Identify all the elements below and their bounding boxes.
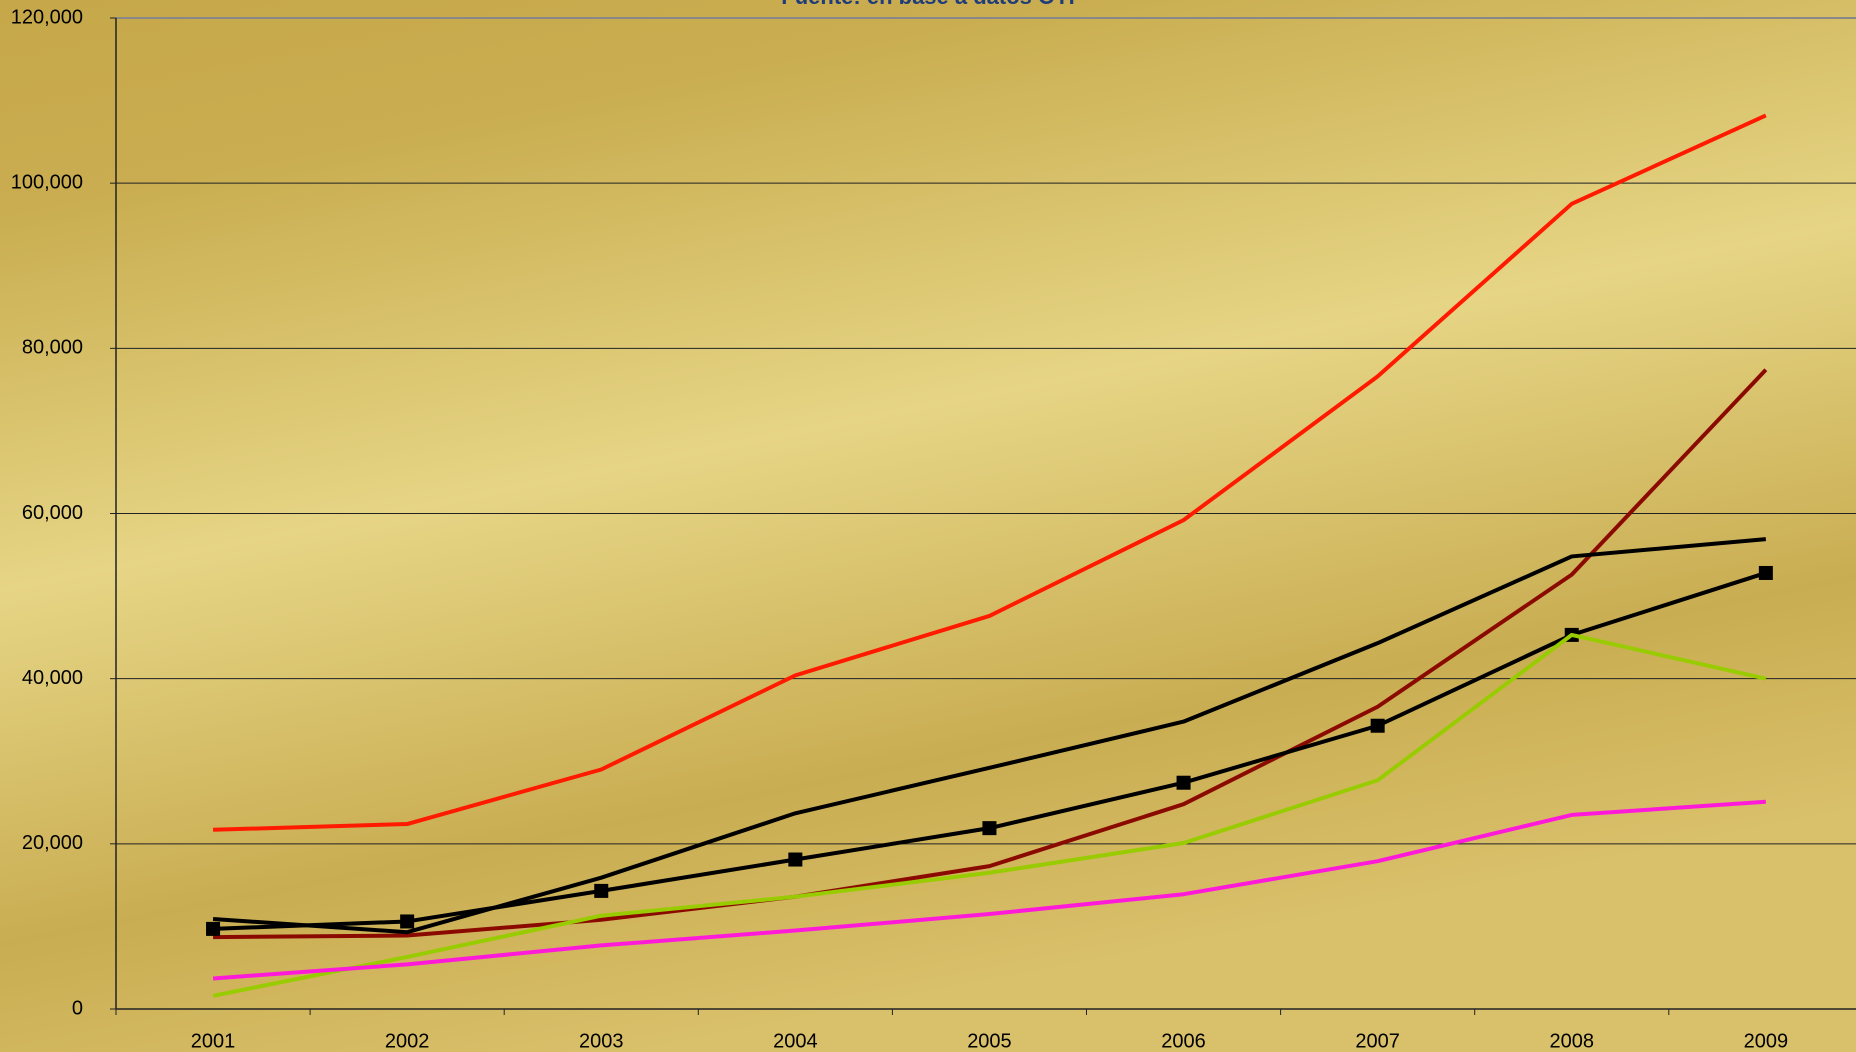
marker bbox=[206, 921, 221, 936]
x-tick-label: 2003 bbox=[579, 1030, 624, 1052]
y-tick-label: 20,000 bbox=[22, 832, 83, 854]
series-line bbox=[212, 632, 1767, 998]
y-tick-label: 100,000 bbox=[11, 171, 83, 193]
marker bbox=[594, 883, 609, 898]
marker bbox=[400, 914, 415, 929]
series-line bbox=[212, 113, 1767, 832]
marker bbox=[788, 852, 803, 867]
x-tick-label: 2006 bbox=[1161, 1030, 1206, 1052]
x-tick-label: 2001 bbox=[191, 1030, 236, 1052]
series-line bbox=[212, 537, 1767, 935]
marker bbox=[1370, 718, 1385, 733]
series-line bbox=[212, 799, 1766, 981]
y-tick-label: 80,000 bbox=[22, 337, 83, 359]
series-line bbox=[213, 368, 1768, 940]
y-tick-label: 60,000 bbox=[22, 502, 83, 524]
x-tick-label: 2009 bbox=[1744, 1030, 1789, 1052]
x-tick-label: 2007 bbox=[1355, 1030, 1400, 1052]
chart-title: Fuente: en base a datos OTI bbox=[781, 0, 1074, 9]
marker bbox=[1758, 565, 1773, 580]
x-tick-label: 2002 bbox=[385, 1030, 430, 1052]
x-tick-label: 2004 bbox=[773, 1030, 818, 1052]
y-tick-label: 40,000 bbox=[22, 667, 83, 689]
marker bbox=[982, 821, 997, 836]
y-tick-label: 0 bbox=[72, 997, 83, 1019]
x-tick-label: 2008 bbox=[1550, 1030, 1595, 1052]
marker bbox=[1176, 775, 1191, 790]
x-tick-label: 2005 bbox=[967, 1030, 1012, 1052]
y-tick-label: 120,000 bbox=[11, 6, 83, 28]
